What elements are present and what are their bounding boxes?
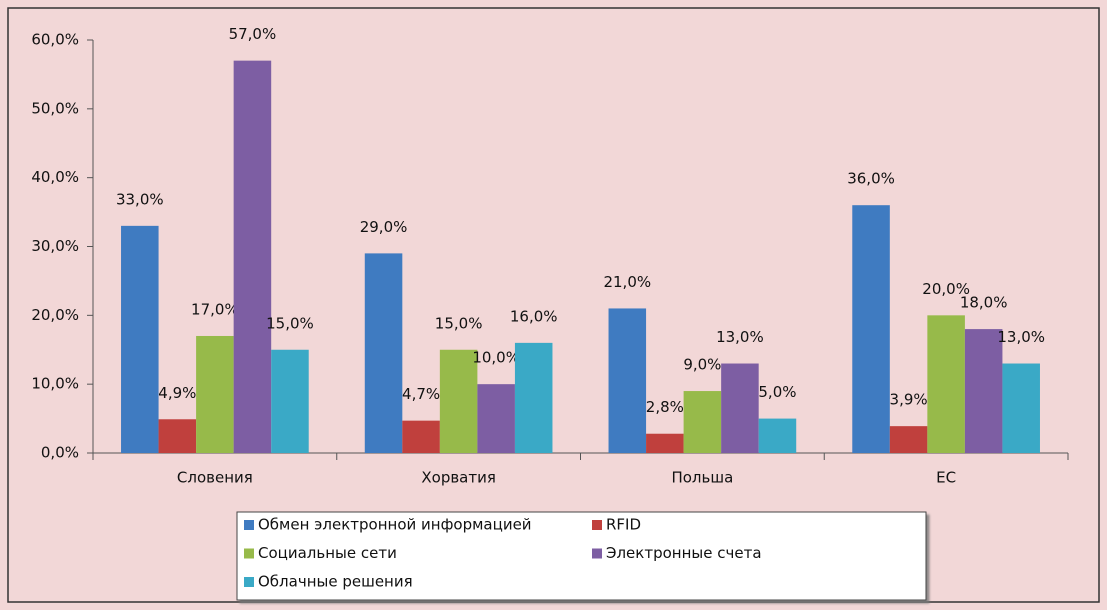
bar (964, 329, 1003, 453)
value-label: 33,0% (116, 190, 164, 208)
bar (721, 363, 759, 453)
value-label: 57,0% (229, 25, 277, 43)
value-label: 2,8% (646, 398, 684, 416)
value-label: 16,0% (510, 307, 558, 325)
legend-swatch (244, 520, 254, 530)
legend-label: Электронные счета (606, 544, 762, 562)
legend: Обмен электронной информацией RFID Социаль… (236, 511, 927, 601)
bar (233, 60, 272, 454)
legend-label: Социальные сети (258, 544, 397, 562)
legend-box (236, 511, 927, 601)
bar (608, 308, 647, 453)
bar (196, 335, 234, 453)
value-label: 18,0% (960, 294, 1008, 312)
value-label: 10,0% (472, 349, 520, 367)
y-tick-label: 50,0% (31, 99, 79, 117)
value-label: 36,0% (847, 170, 895, 188)
legend-label: Обмен электронной информацией (258, 516, 532, 534)
bar (852, 205, 890, 453)
y-tick-label: 20,0% (31, 306, 79, 324)
bar (683, 391, 722, 453)
value-label: 20,0% (922, 280, 970, 298)
y-tick-label: 10,0% (31, 375, 79, 393)
bar (927, 315, 965, 453)
bar (158, 419, 197, 453)
legend-label: Облачные решения (258, 573, 413, 591)
value-label: 29,0% (360, 218, 408, 236)
value-label: 15,0% (266, 314, 314, 332)
bar (121, 225, 159, 453)
y-tick-label: 30,0% (31, 237, 79, 255)
bar (439, 349, 478, 453)
bar (514, 342, 553, 453)
value-label: 4,7% (402, 385, 440, 403)
bar (271, 349, 309, 453)
value-label: 5,0% (758, 383, 796, 401)
legend-swatch (592, 548, 602, 559)
value-label: 4,9% (158, 384, 196, 402)
x-tick-label: ЕС (936, 469, 956, 487)
bar (364, 253, 403, 453)
value-label: 15,0% (435, 314, 483, 332)
frame (7, 7, 1100, 603)
legend-swatch (244, 577, 254, 587)
value-label: 13,0% (716, 328, 764, 346)
x-tick-label: Словения (177, 469, 253, 487)
bar (889, 426, 928, 453)
x-tick-label: Польша (671, 469, 733, 487)
value-label: 13,0% (997, 328, 1045, 346)
legend-swatch (592, 520, 602, 530)
bar (402, 420, 440, 453)
y-tick-label: 60,0% (31, 31, 79, 49)
legend-label: RFID (606, 516, 641, 534)
value-label: 17,0% (191, 300, 239, 318)
value-label: 21,0% (603, 273, 651, 291)
value-label: 9,0% (683, 356, 721, 374)
bar (1002, 363, 1040, 453)
x-tick-label: Хорватия (421, 469, 496, 487)
bar (477, 384, 515, 453)
legend-swatch (244, 548, 254, 559)
bar (758, 418, 797, 453)
bar (646, 433, 684, 453)
value-label: 3,9% (890, 391, 928, 409)
y-tick-label: 0,0% (41, 444, 79, 462)
y-tick-label: 40,0% (31, 168, 79, 186)
